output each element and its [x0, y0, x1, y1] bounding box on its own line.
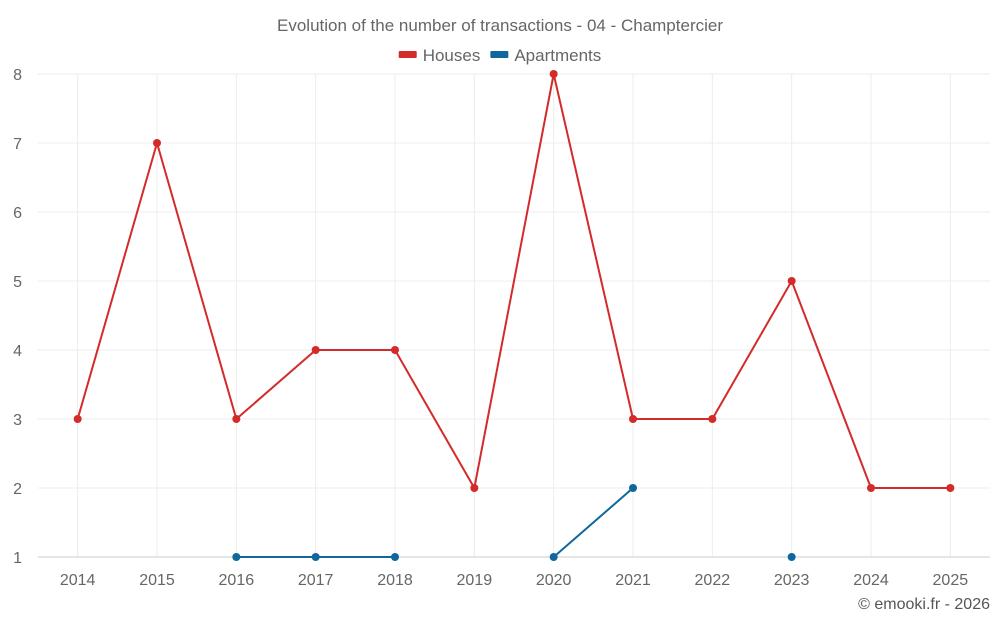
data-point[interactable] [311, 553, 320, 561]
x-tick-label: 2022 [695, 572, 731, 589]
data-point[interactable] [391, 346, 399, 354]
legend: Houses Apartments [398, 46, 601, 65]
series-layer [73, 70, 955, 561]
legend-swatch [490, 51, 509, 58]
chart-title: Evolution of the number of transactions … [277, 16, 723, 35]
x-tick-label: 2018 [377, 572, 413, 589]
x-tick-label: 2023 [774, 572, 810, 589]
data-point[interactable] [629, 415, 637, 423]
x-tick-label: 2025 [933, 572, 969, 589]
data-point[interactable] [391, 553, 399, 561]
x-tick-label: 2019 [457, 572, 493, 589]
data-point[interactable] [153, 139, 161, 147]
series-houses [73, 70, 955, 492]
series-apartments [232, 484, 796, 561]
data-point[interactable] [629, 484, 637, 492]
y-tick-label: 4 [13, 343, 22, 360]
credit-text: © emooki.fr - 2026 [858, 596, 990, 613]
y-axis: 1 2 3 4 5 6 7 8 [13, 67, 22, 567]
data-point[interactable] [787, 553, 796, 561]
x-tick-label: 2014 [60, 572, 96, 589]
data-point[interactable] [73, 415, 82, 423]
x-tick-label: 2021 [615, 572, 651, 589]
legend-swatch [398, 51, 417, 58]
y-tick-label: 3 [13, 412, 22, 429]
x-axis: 2014 2015 2016 2017 2018 2019 2020 2021 2022 2023… [38, 556, 990, 589]
y-tick-label: 7 [13, 136, 22, 153]
data-point[interactable] [232, 415, 241, 423]
y-tick-label: 5 [13, 274, 22, 291]
grid [38, 73, 990, 557]
data-point[interactable] [311, 346, 320, 354]
data-point[interactable] [708, 415, 717, 423]
legend-label[interactable]: Houses [423, 46, 481, 65]
legend-label[interactable]: Apartments [514, 46, 601, 65]
x-tick-label: 2024 [853, 572, 889, 589]
data-point[interactable] [232, 553, 241, 561]
series-line [553, 487, 634, 558]
data-point[interactable] [946, 484, 955, 492]
data-point[interactable] [549, 553, 558, 561]
y-tick-label: 2 [13, 481, 22, 498]
x-tick-label: 2016 [219, 572, 255, 589]
data-point[interactable] [867, 484, 875, 492]
y-tick-label: 1 [13, 550, 22, 567]
data-point[interactable] [470, 484, 479, 492]
x-tick-label: 2015 [139, 572, 175, 589]
y-tick-label: 6 [13, 205, 22, 222]
x-tick-label: 2017 [298, 572, 334, 589]
y-tick-label: 8 [13, 67, 22, 84]
x-tick-label: 2020 [536, 572, 572, 589]
series-line [76, 73, 951, 489]
data-point[interactable] [549, 70, 558, 78]
data-point[interactable] [787, 277, 796, 285]
